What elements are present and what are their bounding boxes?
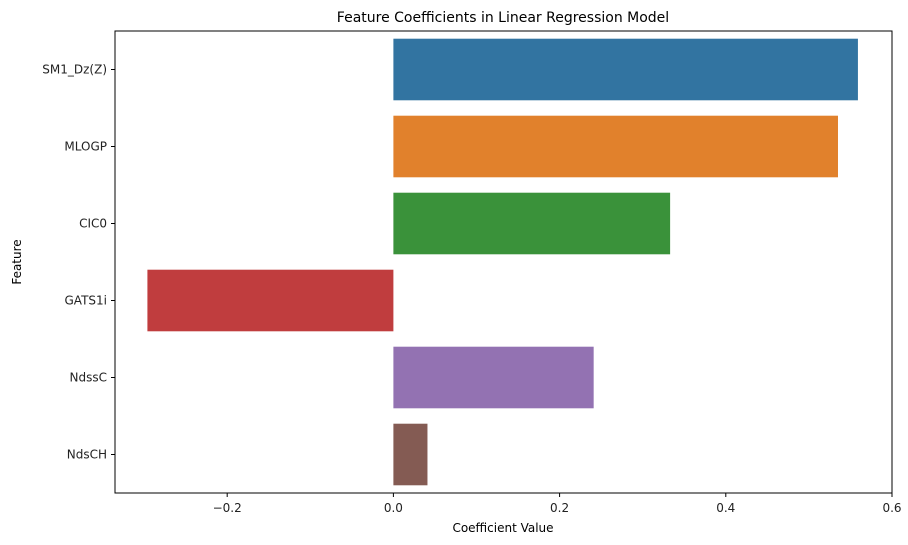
bar-gats1i — [147, 269, 394, 332]
plot-frame — [114, 30, 893, 494]
bar-mlogp — [393, 115, 838, 178]
x-axis-title: Coefficient Value — [452, 521, 553, 535]
x-tick-label: 0.6 — [882, 501, 901, 515]
y-tick-label: SM1_Dz(Z) — [42, 63, 107, 77]
y-tick-label: NdssC — [70, 371, 107, 385]
x-tick-label: 0.2 — [550, 501, 569, 515]
x-tick-label: 0.0 — [384, 501, 403, 515]
x-tick-label: 0.4 — [716, 501, 735, 515]
bars-layer — [147, 38, 858, 486]
y-axis-ticks: SM1_Dz(Z) MLOGP CIC0 GATS1i NdssC NdsCH — [42, 63, 115, 462]
y-axis-title: Feature — [10, 239, 24, 284]
x-axis-ticks: −0.2 0.0 0.2 0.4 0.6 — [213, 493, 902, 515]
bar-ndssc — [393, 346, 594, 409]
x-tick-label: −0.2 — [213, 501, 242, 515]
y-tick-label: MLOGP — [64, 140, 107, 154]
bar-sm1-dz-z — [393, 38, 858, 101]
y-tick-label: CIC0 — [79, 217, 107, 231]
bar-ndsch — [393, 423, 428, 486]
chart-title: Feature Coefficients in Linear Regressio… — [337, 10, 669, 26]
bar-cic0 — [393, 192, 671, 255]
y-tick-label: NdsCH — [67, 448, 107, 462]
y-tick-label: GATS1i — [65, 294, 108, 308]
